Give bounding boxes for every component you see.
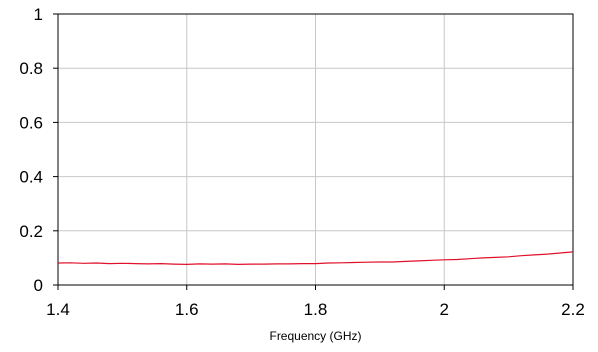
x-tick-label: 2 — [440, 300, 449, 319]
x-tick-label: 1.6 — [175, 300, 199, 319]
y-tick-label: 0.6 — [19, 113, 43, 132]
y-tick-label: 0.8 — [19, 59, 43, 78]
x-tick-label: 2.2 — [561, 300, 585, 319]
y-axis-ticks: 0 0.2 0.4 0.6 0.8 1 — [19, 5, 58, 295]
x-axis-title: Frequency (GHz) — [269, 329, 361, 343]
series-line — [57, 251, 574, 266]
y-tick-label: 0.4 — [19, 168, 43, 187]
y-tick-label: 1 — [34, 5, 43, 24]
x-axis-ticks: 1.4 1.6 1.8 2 2.2 — [46, 285, 585, 319]
grid-lines — [58, 14, 573, 285]
x-tick-label: 1.4 — [46, 300, 70, 319]
series-layer — [57, 251, 574, 266]
y-tick-label: 0.2 — [19, 222, 43, 241]
x-tick-label: 1.8 — [304, 300, 328, 319]
y-tick-label: 0 — [34, 276, 43, 295]
